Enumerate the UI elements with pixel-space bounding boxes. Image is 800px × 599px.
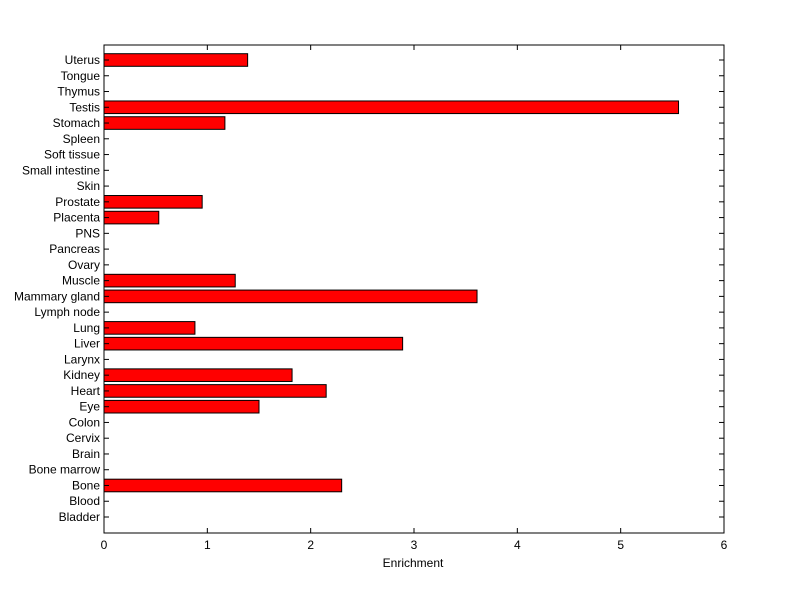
y-tick-label-thymus: Thymus bbox=[57, 85, 100, 99]
y-tick-label-mammary-gland: Mammary gland bbox=[14, 289, 100, 303]
bar-placenta bbox=[103, 210, 160, 225]
x-tick-label-5: 5 bbox=[617, 538, 624, 552]
y-tick-label-prostate: Prostate bbox=[55, 195, 100, 209]
bars-layer bbox=[103, 53, 680, 493]
y-tick-label-kidney: Kidney bbox=[63, 368, 100, 382]
bar-stomach bbox=[103, 116, 226, 130]
bar-liver bbox=[103, 336, 404, 351]
y-tick-label-eye: Eye bbox=[79, 400, 100, 414]
y-tick-label-placenta: Placenta bbox=[53, 211, 100, 225]
x-tick-label-2: 2 bbox=[307, 538, 314, 552]
y-tick-label-skin: Skin bbox=[77, 179, 100, 193]
bar-lung bbox=[103, 321, 196, 335]
bar-prostate bbox=[103, 195, 203, 209]
y-tick-label-pancreas: Pancreas bbox=[49, 242, 100, 256]
y-tick-label-brain: Brain bbox=[72, 447, 100, 461]
y-tick-label-pns: PNS bbox=[75, 226, 100, 240]
bar-uterus bbox=[103, 53, 249, 67]
y-tick-label-heart: Heart bbox=[71, 384, 101, 398]
bar-heart bbox=[103, 384, 327, 398]
y-tick-label-ovary: Ovary bbox=[68, 258, 100, 272]
x-tick-label-1: 1 bbox=[204, 538, 211, 552]
bar-muscle bbox=[103, 273, 236, 288]
x-tick-label-6: 6 bbox=[721, 538, 728, 552]
bar-bone bbox=[103, 478, 343, 493]
y-tick-label-lung: Lung bbox=[73, 321, 100, 335]
y-tick-label-lymph-node: Lymph node bbox=[34, 305, 100, 319]
y-tick-label-cervix: Cervix bbox=[66, 431, 100, 445]
x-tick-label-3: 3 bbox=[411, 538, 418, 552]
y-tick-label-larynx: Larynx bbox=[64, 352, 100, 366]
bar-kidney bbox=[103, 368, 293, 382]
y-tick-label-bladder: Bladder bbox=[59, 510, 100, 524]
y-tick-label-bone-marrow: Bone marrow bbox=[29, 463, 101, 477]
bar-mammary-gland bbox=[103, 289, 478, 304]
y-tick-label-bone: Bone bbox=[72, 478, 100, 492]
y-tick-label-soft-tissue: Soft tissue bbox=[44, 148, 100, 162]
y-tick-label-colon: Colon bbox=[69, 415, 100, 429]
y-tick-label-small-intestine: Small intestine bbox=[22, 163, 100, 177]
y-tick-label-uterus: Uterus bbox=[65, 53, 100, 67]
y-tick-label-muscle: Muscle bbox=[62, 274, 100, 288]
y-tick-label-liver: Liver bbox=[74, 337, 100, 351]
y-tick-label-spleen: Spleen bbox=[63, 132, 100, 146]
y-tick-label-stomach: Stomach bbox=[53, 116, 100, 130]
y-tick-label-blood: Blood bbox=[69, 494, 100, 508]
y-tick-label-testis: Testis bbox=[69, 100, 100, 114]
x-tick-label-0: 0 bbox=[101, 538, 108, 552]
bar-eye bbox=[103, 399, 260, 414]
y-tick-label-tongue: Tongue bbox=[61, 69, 101, 83]
ticks-layer bbox=[103, 45, 725, 533]
x-tick-label-4: 4 bbox=[514, 538, 521, 552]
bar-testis bbox=[103, 100, 680, 115]
x-axis-title: Enrichment bbox=[383, 556, 444, 570]
